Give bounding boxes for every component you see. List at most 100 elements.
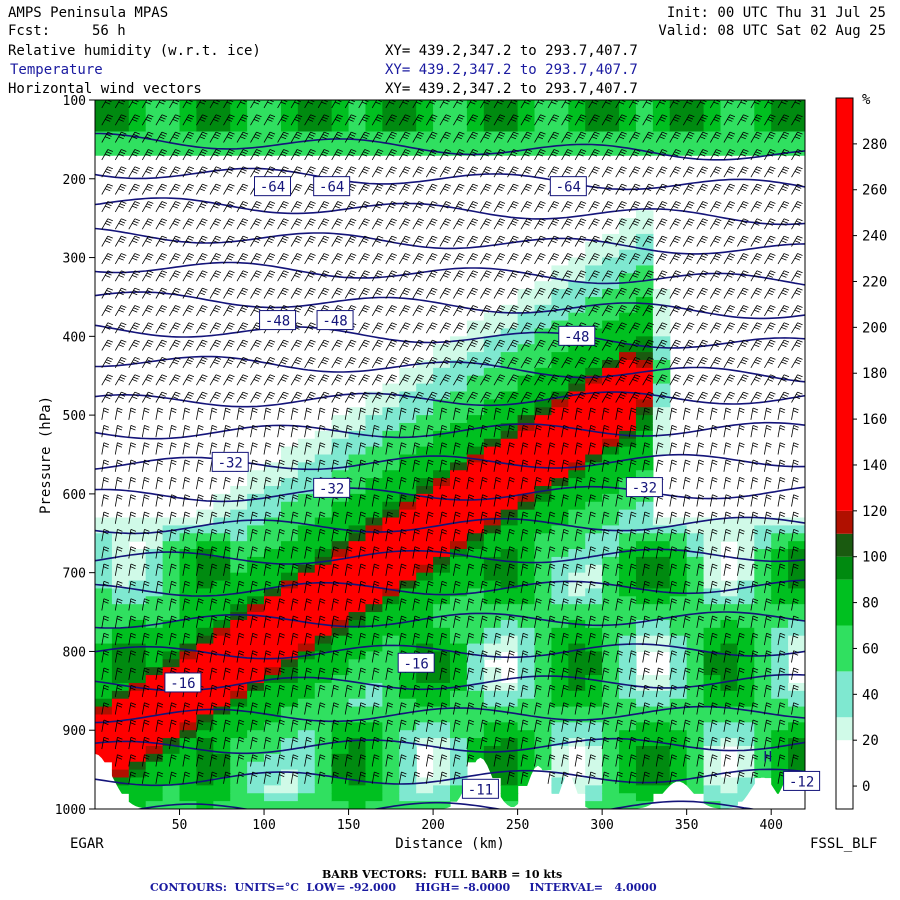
rh-cell: [111, 785, 130, 794]
rh-cell: [111, 769, 130, 779]
rh-cell: [534, 462, 553, 471]
barb-flag: [107, 183, 113, 187]
wind-barb: [114, 287, 127, 299]
wind-barb: [223, 511, 231, 524]
rh-cell: [534, 375, 553, 385]
rh-cell: [568, 564, 586, 574]
barb-flag: [214, 290, 220, 293]
rh-cell: [450, 533, 468, 542]
barb-flag: [228, 238, 234, 241]
barb-staff: [114, 114, 122, 126]
rh-cell: [450, 131, 468, 140]
rh-cell: [297, 107, 316, 117]
rh-cell: [433, 367, 451, 377]
wind-barb: [141, 218, 154, 230]
rh-cell: [382, 777, 400, 786]
wind-barb: [114, 459, 123, 472]
barb-flag: [134, 357, 140, 360]
rh-cell: [433, 753, 451, 763]
barb-flag: [143, 496, 150, 500]
rh-cell: [365, 690, 383, 700]
barb-flag: [211, 618, 217, 621]
rh-cell: [348, 761, 367, 771]
barb-staff: [196, 563, 199, 576]
rh-cell: [534, 753, 553, 763]
barb-flag: [170, 496, 177, 500]
rh-cell: [331, 123, 350, 133]
rh-cell: [568, 415, 586, 424]
rh-cell: [669, 604, 688, 613]
rh-cell: [280, 115, 299, 125]
rh-cell: [534, 115, 553, 125]
wind-barb: [141, 598, 150, 611]
barb-flag: [170, 618, 177, 621]
rh-cell: [145, 714, 164, 723]
barb-flag: [157, 667, 164, 671]
rh-cell: [602, 501, 620, 511]
rh-cell: [95, 541, 113, 550]
barb-flag: [197, 618, 204, 621]
barb-flag: [148, 131, 154, 135]
rh-cell: [517, 123, 536, 133]
barb-flag: [130, 670, 136, 673]
barb-flag: [117, 598, 123, 602]
rh-cell: [500, 352, 519, 361]
barb-flag: [172, 171, 178, 174]
wind-barb: [114, 357, 127, 368]
barb-staff: [236, 529, 240, 542]
wind-barb: [141, 529, 150, 542]
rh-cell: [585, 777, 603, 786]
barb-flag: [130, 566, 136, 569]
rh-cell: [314, 462, 333, 471]
rh-cell: [297, 493, 316, 503]
barb-flag: [132, 309, 138, 313]
rh-cell: [382, 596, 400, 605]
barb-flag: [186, 275, 192, 278]
barb-staff: [196, 615, 199, 628]
rh-cell: [264, 556, 282, 566]
barb-flag: [157, 514, 163, 517]
barb-staff: [101, 131, 109, 143]
barb-flag: [238, 667, 245, 671]
barb-staff: [196, 100, 202, 109]
barb-flag: [148, 201, 154, 204]
rh-cell: [686, 612, 705, 621]
barb-flag: [240, 379, 246, 382]
rh-cell: [433, 115, 451, 125]
rh-cell: [162, 730, 181, 739]
barb-flag: [200, 186, 207, 189]
rh-cell: [686, 525, 705, 534]
barb-staff: [101, 442, 105, 455]
barb-flag: [202, 218, 208, 222]
rh-cell: [619, 383, 637, 393]
barb-flag: [143, 652, 150, 656]
rh-cell: [619, 107, 637, 117]
barb-flag: [134, 114, 140, 118]
barb-flag: [188, 270, 195, 274]
barb-flag: [161, 253, 168, 256]
rh-cell: [568, 399, 586, 408]
barb-flag: [143, 479, 150, 483]
rh-cell: [399, 422, 417, 432]
barb-flag: [148, 391, 154, 395]
rh-cell: [314, 667, 333, 676]
barb-flag: [199, 327, 205, 330]
barb-flag: [211, 546, 218, 550]
rh-cell: [230, 635, 248, 645]
barb-flag: [184, 494, 191, 498]
barb-flag: [157, 719, 164, 723]
rh-cell: [500, 643, 519, 653]
barb-flag: [133, 203, 139, 207]
rh-cell: [500, 115, 519, 125]
rh-cell: [264, 115, 282, 125]
barb-flag: [161, 149, 168, 152]
rh-cell: [686, 706, 705, 716]
rh-cell: [534, 738, 553, 747]
barb-flag: [119, 151, 126, 155]
barb-flag: [186, 188, 192, 192]
rh-cell: [585, 572, 603, 582]
barb-staff: [155, 667, 159, 680]
rh-cell: [230, 627, 248, 637]
rh-cell: [382, 730, 400, 739]
rh-cell: [534, 745, 553, 755]
